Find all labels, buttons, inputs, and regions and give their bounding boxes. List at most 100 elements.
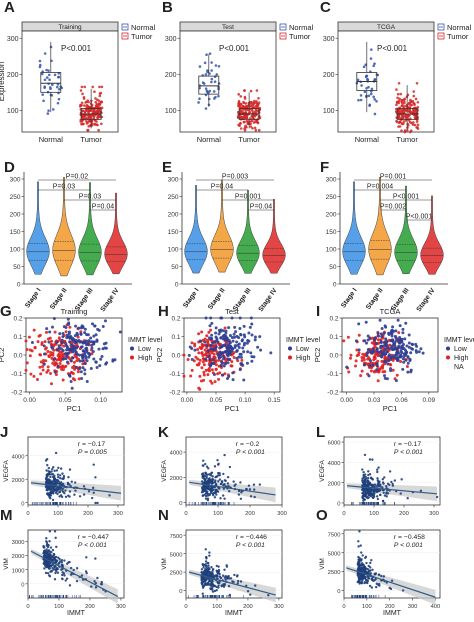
- data-point: [219, 328, 223, 332]
- data-point: [186, 358, 190, 362]
- data-point: [398, 336, 402, 340]
- data-point: [57, 88, 61, 91]
- data-point: [347, 370, 351, 374]
- y-tick-label: 150: [168, 229, 179, 236]
- data-point: [215, 588, 218, 592]
- data-point: [81, 109, 85, 113]
- data-point: [92, 340, 96, 344]
- data-point: [366, 78, 370, 82]
- data-point: [356, 573, 360, 576]
- data-point: [48, 550, 52, 553]
- data-point: [400, 478, 403, 481]
- facet-title: Test: [222, 24, 234, 31]
- data-point: [38, 365, 42, 369]
- data-point: [66, 317, 70, 321]
- data-point: [400, 98, 404, 102]
- comparison-p-value: P<0.001: [393, 194, 419, 201]
- data-point: [214, 345, 218, 349]
- data-point: [387, 332, 391, 336]
- data-point: [87, 108, 91, 112]
- data-point: [405, 108, 409, 112]
- data-point: [406, 497, 409, 500]
- data-point: [81, 325, 85, 329]
- legend-key: [288, 355, 292, 360]
- data-point: [196, 357, 200, 361]
- data-point: [229, 577, 233, 580]
- data-point: [51, 346, 55, 350]
- chart-title: Training: [61, 307, 88, 316]
- data-point: [43, 567, 46, 570]
- data-point: [201, 580, 204, 584]
- data-point: [402, 100, 406, 103]
- y-tick-label: 100: [10, 247, 21, 254]
- data-point: [46, 337, 50, 341]
- data-point: [367, 470, 370, 473]
- data-point: [389, 369, 393, 373]
- data-point: [233, 573, 236, 577]
- data-point: [218, 371, 222, 375]
- data-point: [382, 491, 385, 494]
- legend-key: [446, 355, 450, 360]
- data-point: [38, 353, 42, 357]
- legend-label: NA: [454, 364, 464, 371]
- data-point: [401, 357, 405, 361]
- data-point: [215, 337, 219, 341]
- data-point: [217, 586, 220, 589]
- x-tick-label: 100: [369, 511, 379, 517]
- data-point: [199, 347, 203, 351]
- p-value-label: P < 0.001: [394, 542, 423, 549]
- data-point: [368, 569, 371, 573]
- data-point: [383, 324, 387, 328]
- data-point: [366, 338, 370, 342]
- data-point: [82, 116, 86, 120]
- y-tick-label: 50: [171, 264, 179, 271]
- data-point: [394, 329, 398, 333]
- data-point: [230, 316, 234, 320]
- data-point: [44, 571, 48, 575]
- data-point: [56, 348, 60, 352]
- data-point: [412, 94, 416, 98]
- data-point: [59, 483, 62, 486]
- panel-j: 0 2000 4000 0 100 200 300 VEGFA r = −0.17P = 0.0…: [3, 436, 125, 517]
- data-point: [381, 481, 385, 484]
- data-point: [68, 325, 72, 329]
- data-point: [371, 579, 374, 582]
- y-tick-label: -0.2: [169, 390, 181, 397]
- data-point: [398, 324, 402, 328]
- data-point: [239, 355, 243, 359]
- data-point: [207, 330, 211, 334]
- data-point: [383, 376, 387, 380]
- y-tick-label: 300: [10, 177, 21, 184]
- x-category-label: Tumor: [396, 135, 418, 144]
- data-point: [239, 580, 243, 583]
- data-point: [238, 352, 242, 356]
- data-point: [380, 326, 384, 330]
- data-point: [198, 387, 202, 391]
- data-point: [58, 474, 62, 477]
- data-point: [253, 584, 257, 587]
- data-point: [223, 576, 227, 579]
- data-point: [97, 347, 101, 351]
- data-point: [56, 101, 60, 105]
- legend-key: [279, 32, 287, 40]
- data-point: [368, 364, 372, 368]
- data-point: [68, 584, 72, 587]
- data-point: [48, 330, 52, 334]
- data-point: [367, 494, 371, 497]
- data-point: [210, 321, 214, 325]
- data-point: [56, 475, 60, 479]
- comparison-p-value: P=0.02: [66, 174, 88, 181]
- panel-letter-o: O: [316, 507, 328, 524]
- data-point: [211, 347, 215, 351]
- y-tick-label: 0.2: [171, 316, 180, 323]
- data-point: [219, 336, 223, 340]
- data-point: [69, 343, 73, 347]
- data-point: [47, 109, 50, 112]
- data-point: [267, 594, 270, 597]
- data-point: [47, 69, 50, 72]
- data-point: [45, 76, 49, 79]
- data-point: [91, 322, 95, 326]
- data-point: [204, 494, 208, 498]
- data-point: [435, 495, 439, 499]
- data-point: [66, 346, 70, 350]
